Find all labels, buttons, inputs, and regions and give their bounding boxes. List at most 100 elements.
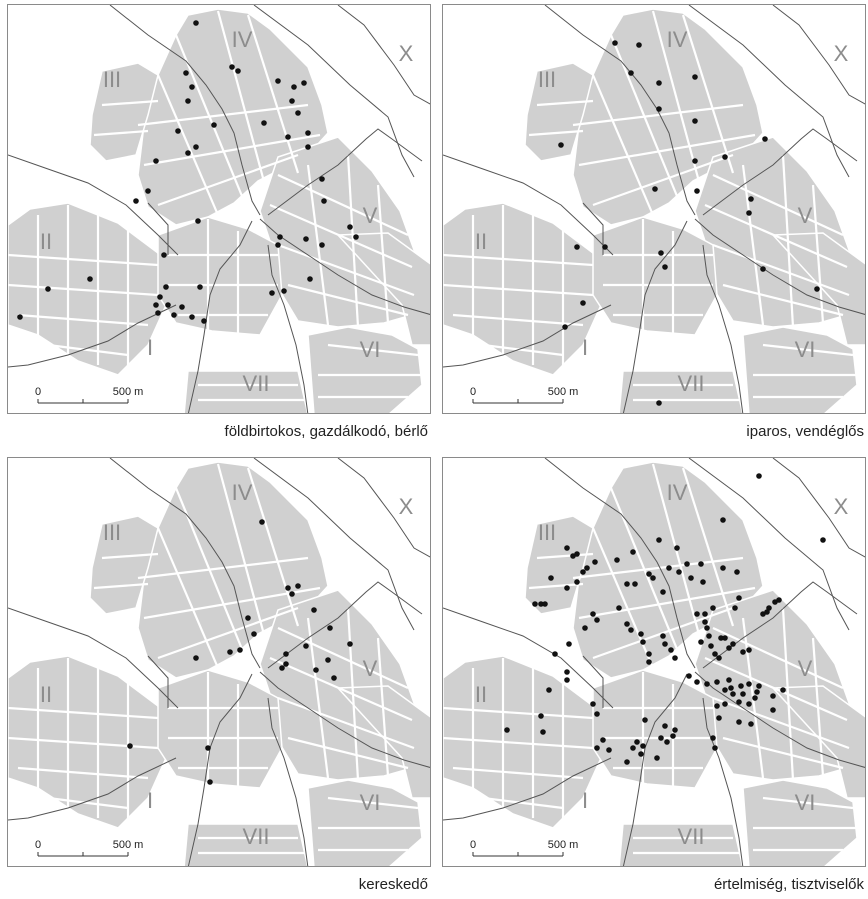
city-block-area [8,655,167,829]
location-point [305,144,311,150]
district-boundary-line [443,757,612,821]
location-point [698,639,704,645]
location-point [624,581,630,587]
location-point [319,242,325,248]
street-line [101,552,159,560]
district-boundary-line [187,220,253,413]
location-point [656,80,662,86]
location-point [752,695,758,701]
location-point [195,218,201,224]
city-block-area [742,326,858,413]
scale-distance-label: 500 m [113,386,144,398]
city-block-area [307,326,423,413]
street-line [137,103,309,127]
location-point [193,144,199,150]
district-label: IV [232,480,253,505]
location-point [760,266,766,272]
location-points [558,40,820,406]
district-label: II [40,229,52,254]
location-point [740,691,746,697]
location-point [700,579,706,585]
location-point [205,745,211,751]
location-point [193,20,199,26]
location-point [133,198,139,204]
district-label: VI [360,337,381,362]
location-point [656,400,662,406]
street-line [712,696,850,750]
street-line [452,313,584,327]
location-point [580,300,586,306]
district-boundaries [443,5,865,413]
location-point [183,70,189,76]
street-line [762,343,854,357]
district-boundary-line [688,458,850,631]
map-panel-craftsmen: IV X III II V I VI VII 0 500 m [442,4,866,414]
district-label: IV [232,27,253,52]
district-label: I [582,335,588,360]
district-label: VI [795,790,816,815]
location-point [275,242,281,248]
location-point [734,569,740,575]
location-points [504,473,826,765]
city-block-area [524,62,594,162]
street-line [482,796,564,810]
location-point [574,579,580,585]
street-line [157,153,299,207]
location-point [279,665,285,671]
location-point [161,252,167,258]
map-caption: értelmiség, tisztviselők [713,876,864,893]
city-block-area [524,515,594,615]
street-line [143,133,321,167]
location-point [736,699,742,705]
street-line [8,283,159,297]
street-line [443,706,594,720]
location-point [295,583,301,589]
street-line [277,243,415,297]
location-point [281,288,287,294]
district-boundary-line [267,128,423,216]
district-boundary-line [267,581,423,669]
district-boundary-line [622,220,688,413]
location-point [636,42,642,48]
district-boundary-line [109,458,261,669]
district-boundary-line [147,655,169,708]
location-point [331,675,337,681]
location-point [624,759,630,765]
location-point [662,723,668,729]
location-point [660,589,666,595]
street-line [93,582,149,590]
location-point [347,224,353,230]
district-boundary-line [259,218,430,315]
district-boundary-line [259,671,430,768]
location-point [153,302,159,308]
location-point [548,575,554,581]
location-point [748,196,754,202]
street-line [327,343,419,357]
district-boundary-line [694,671,865,768]
location-point [584,565,590,571]
location-point [656,537,662,543]
location-point [698,561,704,567]
location-point [193,655,199,661]
district-label: X [399,494,414,519]
district-label: I [147,335,153,360]
street-line [762,796,854,810]
location-point [650,575,656,581]
city-blocks [443,8,865,413]
location-point [684,561,690,567]
location-point [616,605,622,611]
district-boundary-line [337,458,430,558]
district-label: III [103,67,121,92]
location-point [564,669,570,675]
location-point [542,601,548,607]
street-line [101,99,159,107]
streets [443,10,857,402]
location-point [580,569,586,575]
location-point [227,649,233,655]
location-point [325,657,331,663]
location-point [564,545,570,551]
city-block-area [8,202,167,376]
location-point [726,677,732,683]
district-label: VI [795,337,816,362]
